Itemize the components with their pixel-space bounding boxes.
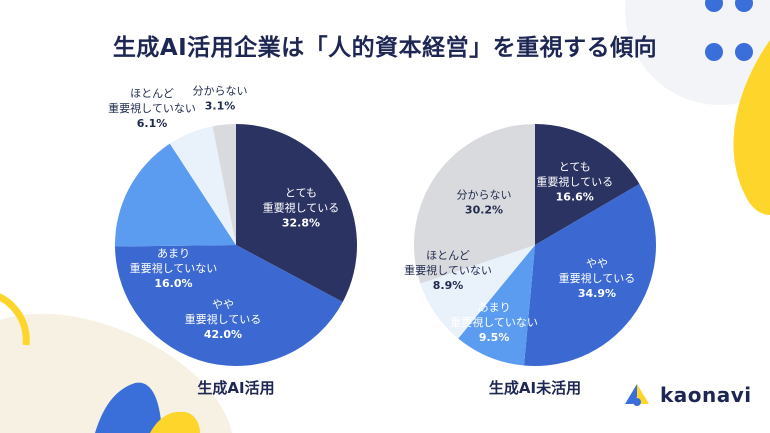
pie-slice-label: 分からない 30.2% — [457, 189, 512, 217]
bg-yellow-shape-bottom — [150, 411, 200, 433]
pie-slice — [420, 245, 535, 339]
pie-slice-label: とても重要視している 16.6% — [536, 160, 613, 203]
pie-slice — [169, 126, 236, 245]
pie-slice — [114, 143, 236, 247]
pie-slice-label: やや重要視している 42.0% — [185, 298, 262, 341]
pie-slice-label: とても重要視している 32.8% — [263, 186, 340, 229]
pie-slice-label: 分からない 3.1% — [193, 85, 248, 113]
pie-slice-label: やや重要視している 34.9% — [559, 257, 636, 300]
page-title: 生成AI活用企業は「人的資本経営」を重視する傾向 — [112, 35, 658, 61]
pie-slice — [413, 124, 535, 284]
pie-slice-label: あまり重要視していない 9.5% — [450, 301, 538, 344]
pie-caption-unused: 生成AI未活用 — [488, 379, 582, 397]
pie-slice-label: ほとんど重要視していない 6.1% — [108, 87, 196, 130]
pie-slice-label: あまり重要視していない 16.0% — [130, 247, 218, 290]
bg-dot — [735, 0, 753, 12]
bg-dot — [705, 43, 723, 61]
brand-logo: kaonavi — [622, 382, 752, 408]
pie-slice — [458, 245, 535, 366]
pie-caption-used: 生成AI活用 — [197, 379, 275, 397]
pie-slice — [524, 183, 656, 366]
pie-slice — [115, 245, 343, 366]
pie-slice-label: ほとんど重要視していない 8.9% — [404, 249, 492, 292]
bg-dot — [705, 0, 723, 12]
bg-blob-bottom-left — [0, 313, 232, 433]
bg-yellow-shape-right — [733, 40, 770, 215]
bg-dot — [735, 43, 753, 61]
kaonavi-logo-icon — [625, 384, 649, 406]
bg-blob-top-right — [625, 0, 770, 105]
pie-slice — [212, 124, 236, 245]
bg-blue-shape-bottom — [95, 382, 162, 433]
brand-name: kaonavi — [660, 383, 752, 407]
pie-slice — [535, 124, 640, 245]
pie-slice — [236, 124, 357, 302]
bg-yellow-ring — [0, 293, 30, 346]
